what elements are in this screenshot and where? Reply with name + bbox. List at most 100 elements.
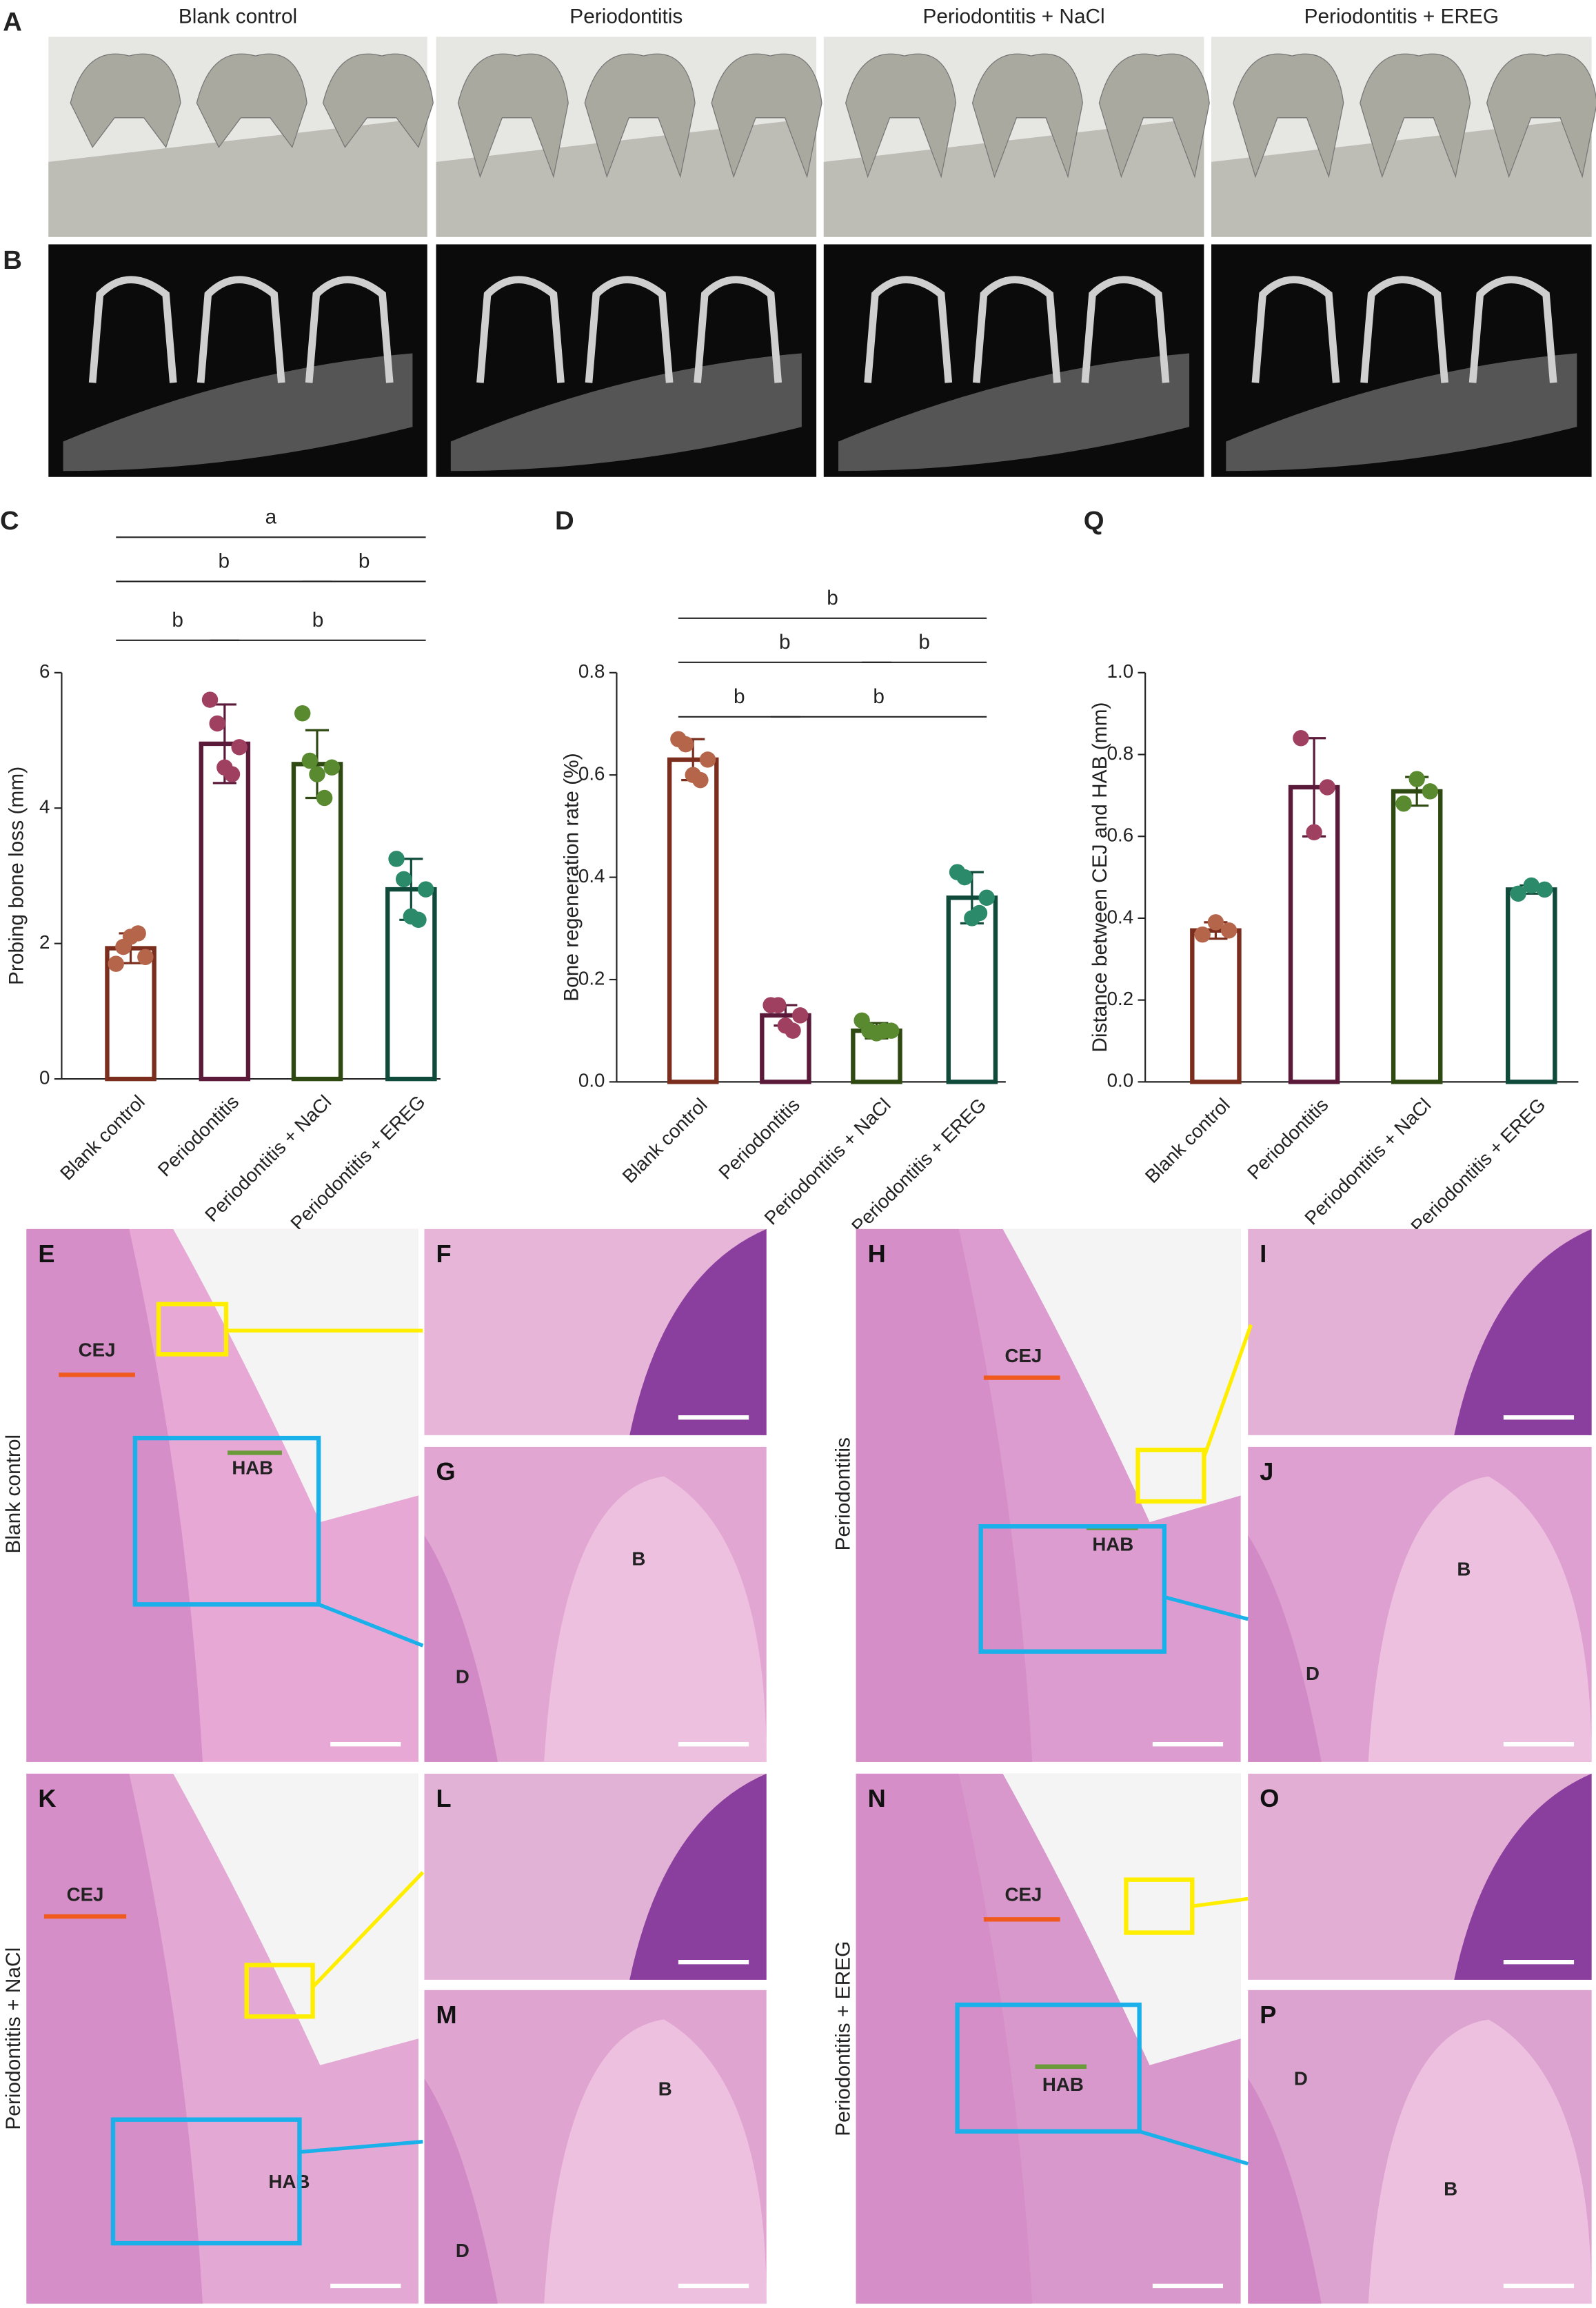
cej-label: CEJ [67,1883,104,1905]
ct-tooth-2d [694,276,782,383]
y-axis-label: Bone regeneration rate (%) [560,753,583,1001]
ct-tooth [196,53,307,148]
hab-label: HAB [1042,2074,1084,2095]
data-point [883,1022,900,1039]
panel-letter: E [38,1239,54,1268]
y-tick-label: 0.2 [1107,988,1133,1009]
gingiva [1002,1773,1241,2065]
bar [199,741,251,1082]
ct-3d-image [48,37,434,237]
epithelium [629,1228,767,1435]
panel-letter: D [555,506,574,536]
bone-label: B [1457,1559,1471,1580]
bone [1368,2019,1592,2304]
data-point [1194,926,1211,943]
bone-label: B [1444,2178,1457,2199]
arrow-blue [1164,1595,1249,1621]
data-point [791,1007,809,1024]
ct-2d-image [1211,244,1592,477]
ct-tooth-2d [1468,276,1557,383]
ct-tooth-2d [585,276,674,383]
y-tick-label: 6 [39,660,50,682]
data-point [1536,881,1553,898]
ct-tooth [322,53,434,148]
panel-letter: Q [1084,506,1104,536]
ct-tooth-2d [196,276,285,383]
histology-image [424,1228,767,1435]
data-point [971,904,988,922]
arrow-yellow [1202,1324,1253,1458]
dentin-edge [424,1535,498,1762]
data-point [1293,730,1309,747]
x-tick-label: Periodontitis [1243,1094,1333,1184]
data-point [309,766,325,782]
ct-bone [63,353,413,472]
histology-image [424,1446,767,1762]
panel-letter: P [1260,2001,1276,2029]
histology-image [856,1773,1241,2304]
ct-bone [450,353,802,472]
side-label: Periodontitis + EREG [832,1941,855,2136]
arrow-blue [318,1602,424,1648]
y-tick-label: 0.6 [578,762,605,784]
arrow-blue [299,2140,423,2154]
y-tick-label: 1.0 [1107,660,1133,682]
histology-image [424,1773,767,1980]
bar [667,757,719,1084]
bone [544,1476,767,1762]
ct-tooth [971,53,1083,179]
ct-3d-image [823,37,1210,237]
gingiva [173,1773,418,2065]
panel-letter: F [436,1239,452,1268]
zoom-box-blue [110,2117,302,2246]
histology-image [26,1228,418,1762]
x-tick-label: Periodontitis [714,1094,804,1184]
bar [1190,928,1242,1084]
bone-label: B [658,2078,672,2099]
data-point [201,691,219,708]
data-point [1220,922,1238,939]
bone [1368,1476,1592,1762]
panel-letter: K [38,1784,56,1812]
dentin-label: D [456,1666,469,1687]
data-point [677,736,694,753]
histology-image [26,1773,418,2304]
ct-2d-image [823,244,1204,477]
data-point [223,766,241,782]
side-label: Blank control [2,1435,25,1554]
ct-tooth [70,53,181,148]
data-point [1395,795,1412,812]
data-point [1306,824,1322,841]
y-tick-label: 0.0 [1107,1070,1133,1091]
epithelium [1454,1228,1592,1435]
ct-tooth [1098,53,1210,179]
column-title: Blank control [179,5,297,28]
histology-image [1248,1990,1592,2304]
ct-tooth [457,53,569,179]
data-point [785,1022,801,1039]
dentin-edge [1248,1535,1322,1762]
ct-tooth-2d [88,276,177,383]
data-point [1510,885,1526,902]
x-tick-label: Blank control [56,1091,149,1184]
histology-image [856,1228,1241,1762]
significance-label: b [779,631,791,654]
data-point [323,759,341,776]
arrow-yellow [1191,1896,1249,1908]
significance-label: b [358,550,370,573]
significance-label: b [827,587,838,609]
zoom-box-yellow [1135,1447,1206,1504]
y-tick-label: 0.0 [578,1070,605,1091]
y-tick-label: 0.8 [578,660,605,682]
column-title: Periodontitis + NaCl [922,5,1104,28]
y-axis-label: Probing bone loss (mm) [5,767,28,985]
ct-bone [1226,353,1577,472]
dentin-edge [424,2078,498,2304]
panel-letter: L [436,1784,452,1812]
data-point [770,997,787,1013]
significance-label: b [218,550,230,573]
data-point [137,949,154,966]
data-point [417,881,434,898]
arrow-blue [1138,2129,1249,2166]
cej-label: CEJ [1004,1345,1042,1366]
